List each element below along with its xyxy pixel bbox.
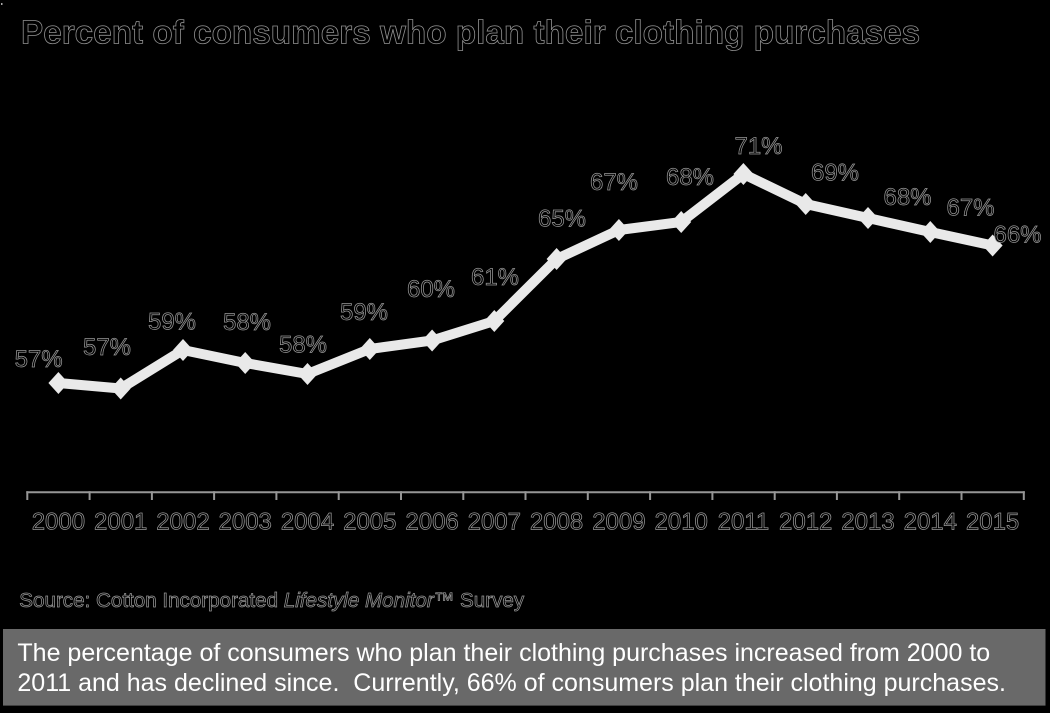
- svg-text:Percent of consumers who plan: Percent of consumers who plan their clot…: [21, 15, 920, 52]
- svg-text:66%: 66%: [993, 221, 1041, 248]
- svg-text:2005: 2005: [343, 508, 396, 535]
- svg-text:2011 and has declined since.: 2011 and has declined since. Currently, …: [17, 669, 1006, 697]
- svg-text:61%: 61%: [471, 264, 519, 291]
- svg-text:2015: 2015: [966, 508, 1019, 535]
- svg-text:2001: 2001: [94, 508, 147, 535]
- svg-text:67%: 67%: [946, 195, 994, 222]
- svg-text:58%: 58%: [279, 332, 327, 359]
- svg-text:57%: 57%: [83, 334, 131, 361]
- svg-text:59%: 59%: [148, 309, 196, 336]
- svg-text:2014: 2014: [904, 508, 957, 535]
- svg-text:69%: 69%: [811, 160, 859, 187]
- svg-text:2011: 2011: [718, 508, 770, 535]
- svg-text:2006: 2006: [405, 508, 458, 535]
- svg-text:59%: 59%: [340, 299, 388, 326]
- svg-text:65%: 65%: [538, 206, 586, 233]
- svg-text:2002: 2002: [156, 508, 209, 535]
- svg-text:67%: 67%: [590, 169, 638, 196]
- svg-text:2012: 2012: [779, 508, 832, 535]
- svg-text:2008: 2008: [530, 508, 583, 535]
- svg-text:Source: Cotton Incorporated Li: Source: Cotton Incorporated Lifestyle Mo…: [19, 589, 525, 612]
- svg-text:2007: 2007: [468, 508, 521, 535]
- svg-text:58%: 58%: [223, 309, 271, 336]
- svg-text:60%: 60%: [407, 276, 455, 303]
- svg-text:57%: 57%: [15, 346, 63, 373]
- svg-text:68%: 68%: [666, 164, 714, 191]
- svg-text:2000: 2000: [32, 508, 85, 535]
- svg-text:71%: 71%: [734, 133, 782, 160]
- svg-text:2010: 2010: [655, 508, 708, 535]
- svg-text:2009: 2009: [592, 508, 645, 535]
- svg-text:2003: 2003: [219, 508, 272, 535]
- svg-text:2004: 2004: [281, 508, 334, 535]
- svg-text:68%: 68%: [883, 184, 931, 211]
- svg-text:2013: 2013: [841, 508, 894, 535]
- svg-text:The percentage of consumers wh: The percentage of consumers who plan the…: [17, 639, 990, 667]
